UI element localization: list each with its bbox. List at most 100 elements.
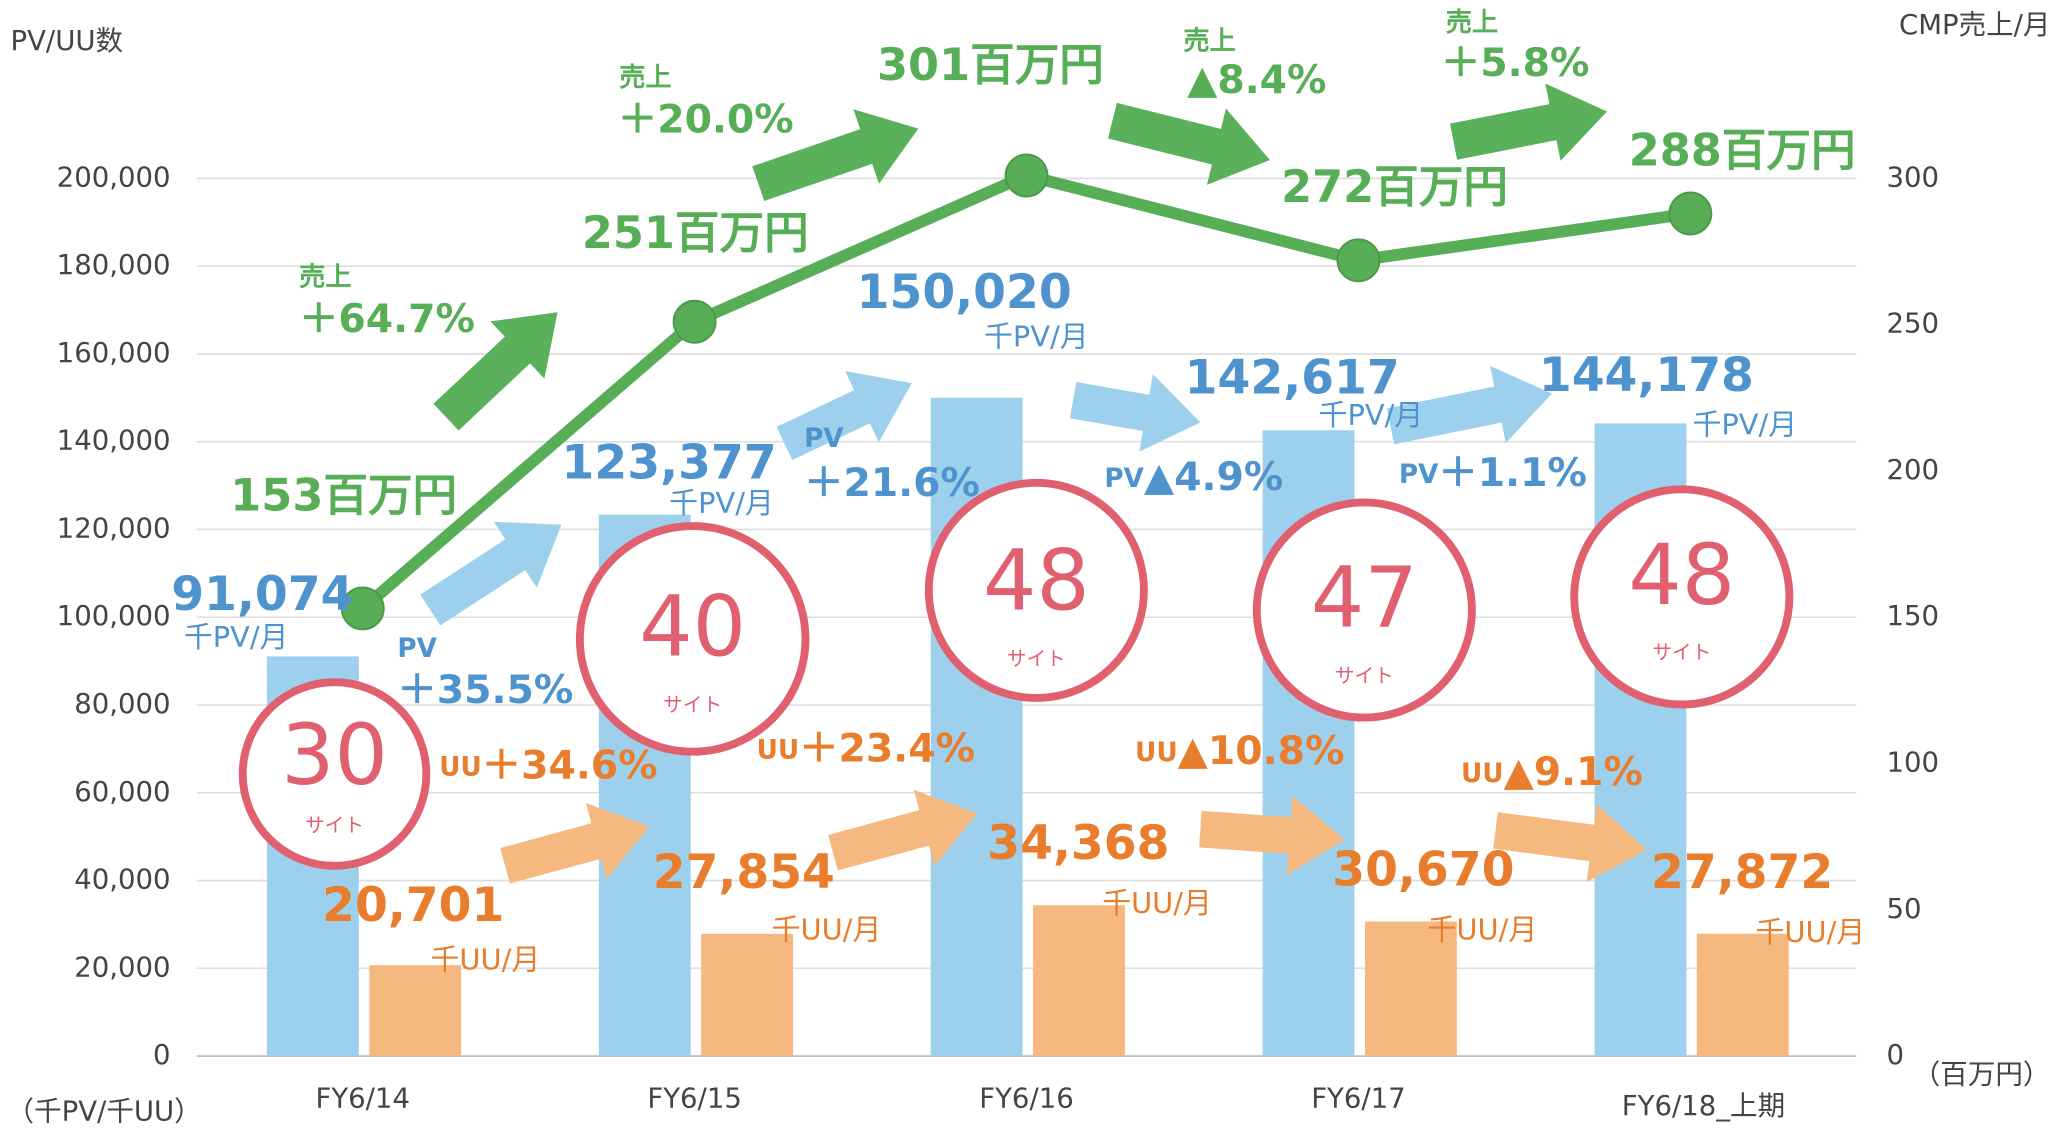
- unit-label: 千UU/月: [772, 912, 882, 946]
- growth-label: PV▲4.9%: [1104, 453, 1283, 499]
- site-unit: サイト: [1335, 664, 1394, 687]
- y-axis-unit: （千PV/千UU）: [7, 1095, 202, 1127]
- value-label: 34,368: [987, 816, 1169, 871]
- site-count: 47: [1311, 548, 1418, 646]
- growth-label: UU＋23.4%: [757, 725, 975, 771]
- y2-tick-label: 100: [1886, 747, 1939, 779]
- pv-arrow: [776, 371, 912, 461]
- y2-tick-label: 0: [1886, 1039, 1904, 1071]
- x-tick-label: FY6/16: [979, 1082, 1073, 1114]
- y2-tick-label: 200: [1886, 454, 1939, 486]
- y2-axis-label: CMP売上/月: [1899, 9, 2050, 41]
- sales-arrow: [1108, 102, 1270, 185]
- value-label: 153百万円: [230, 470, 457, 522]
- sales-arrow: [433, 312, 558, 431]
- value-label: 272百万円: [1281, 161, 1508, 213]
- pv-arrow: [420, 521, 562, 626]
- y-tick-label: 120,000: [57, 512, 171, 544]
- growth-prefix: 売上: [299, 263, 351, 293]
- growth-prefix: PV: [1399, 459, 1439, 489]
- y-tick-label: 160,000: [57, 337, 171, 369]
- growth-prefix: UU: [1135, 738, 1178, 768]
- bar: [369, 965, 462, 1057]
- pv-arrow: [1069, 374, 1201, 452]
- x-tick-label: FY6/14: [315, 1082, 409, 1114]
- y-tick-label: 40,000: [74, 864, 170, 896]
- y2-tick-label: 150: [1886, 600, 1939, 632]
- y-tick-label: 100,000: [57, 600, 171, 632]
- value-label: 27,872: [1651, 845, 1833, 900]
- value-label: 30,670: [1332, 842, 1514, 897]
- growth-text: ▲4.9%: [1144, 453, 1283, 499]
- unit-label: 千PV/月: [1692, 407, 1797, 441]
- y2-tick-label: 50: [1886, 893, 1921, 925]
- site-circle: [1570, 485, 1794, 709]
- site-count: 48: [983, 531, 1090, 629]
- growth-prefix: 売上: [1446, 8, 1498, 38]
- sales-point: [672, 299, 717, 344]
- value-label: 20,701: [322, 878, 504, 933]
- value-label: 144,178: [1539, 348, 1754, 403]
- uu-arrow: [828, 789, 978, 871]
- growth-prefix: PV: [804, 424, 844, 454]
- bar: [1696, 933, 1789, 1057]
- growth-text: ＋64.7%: [299, 296, 475, 342]
- bar: [1364, 921, 1457, 1057]
- unit-label: 千PV/月: [984, 319, 1089, 353]
- value-label: 301百万円: [877, 39, 1104, 91]
- unit-label: 千UU/月: [1756, 915, 1866, 949]
- y-tick-label: 140,000: [57, 425, 171, 457]
- site-count: 48: [1628, 526, 1735, 624]
- value-label: 251百万円: [582, 207, 809, 259]
- pv-arrow: [1386, 365, 1552, 445]
- x-tick-label: FY6/15: [647, 1082, 741, 1114]
- value-label: 142,617: [1185, 350, 1400, 405]
- growth-label: UU▲9.1%: [1461, 749, 1643, 795]
- site-count: 30: [281, 706, 388, 804]
- unit-label: 千UU/月: [1428, 912, 1538, 946]
- value-label: 150,020: [857, 265, 1072, 320]
- y-tick-label: 0: [153, 1039, 171, 1071]
- sales-arrow: [1450, 83, 1608, 161]
- value-label: 27,854: [653, 845, 835, 900]
- site-unit: サイト: [1652, 641, 1711, 664]
- sales-point: [340, 586, 385, 631]
- x-tick-label: FY6/18_上期: [1622, 1090, 1785, 1122]
- sales-point: [1336, 238, 1381, 283]
- uu-arrow: [500, 803, 650, 884]
- growth-text: ＋35.5%: [397, 667, 573, 713]
- site-circle: [924, 478, 1148, 702]
- x-tick-label: FY6/17: [1311, 1082, 1405, 1114]
- y-axis-label: PV/UU数: [10, 25, 123, 57]
- site-count: 40: [639, 577, 746, 675]
- growth-label: PV＋1.1%: [1399, 449, 1587, 495]
- y2-axis-unit: （百万円）: [1913, 1059, 2051, 1091]
- growth-text: ▲9.1%: [1504, 749, 1643, 795]
- y-tick-label: 200,000: [57, 161, 171, 193]
- unit-label: 千PV/月: [184, 620, 289, 654]
- sales-point: [1668, 191, 1713, 236]
- site-circle: [238, 678, 431, 870]
- uu-arrow: [1493, 803, 1647, 882]
- unit-label: 千PV/月: [1319, 398, 1424, 432]
- value-label: 123,377: [562, 436, 777, 491]
- sales-arrow: [752, 109, 919, 202]
- site-unit: サイト: [1007, 647, 1066, 670]
- growth-prefix: 売上: [1183, 26, 1235, 56]
- growth-text: ＋5.8%: [1441, 40, 1589, 86]
- unit-label: 千UU/月: [1102, 886, 1212, 920]
- growth-prefix: PV: [1104, 463, 1144, 493]
- value-label: 288百万円: [1629, 124, 1856, 176]
- y-tick-label: 80,000: [74, 688, 170, 720]
- growth-text: ＋34.6%: [482, 742, 658, 788]
- growth-prefix: 売上: [619, 63, 671, 93]
- y-tick-label: 20,000: [74, 951, 170, 983]
- site-circle: [1252, 498, 1476, 722]
- site-unit: サイト: [305, 814, 364, 837]
- growth-text: ▲8.4%: [1187, 57, 1326, 103]
- growth-prefix: UU: [439, 752, 482, 782]
- growth-text: ＋21.6%: [804, 460, 980, 506]
- unit-label: 千UU/月: [431, 943, 541, 977]
- growth-prefix: PV: [397, 634, 437, 664]
